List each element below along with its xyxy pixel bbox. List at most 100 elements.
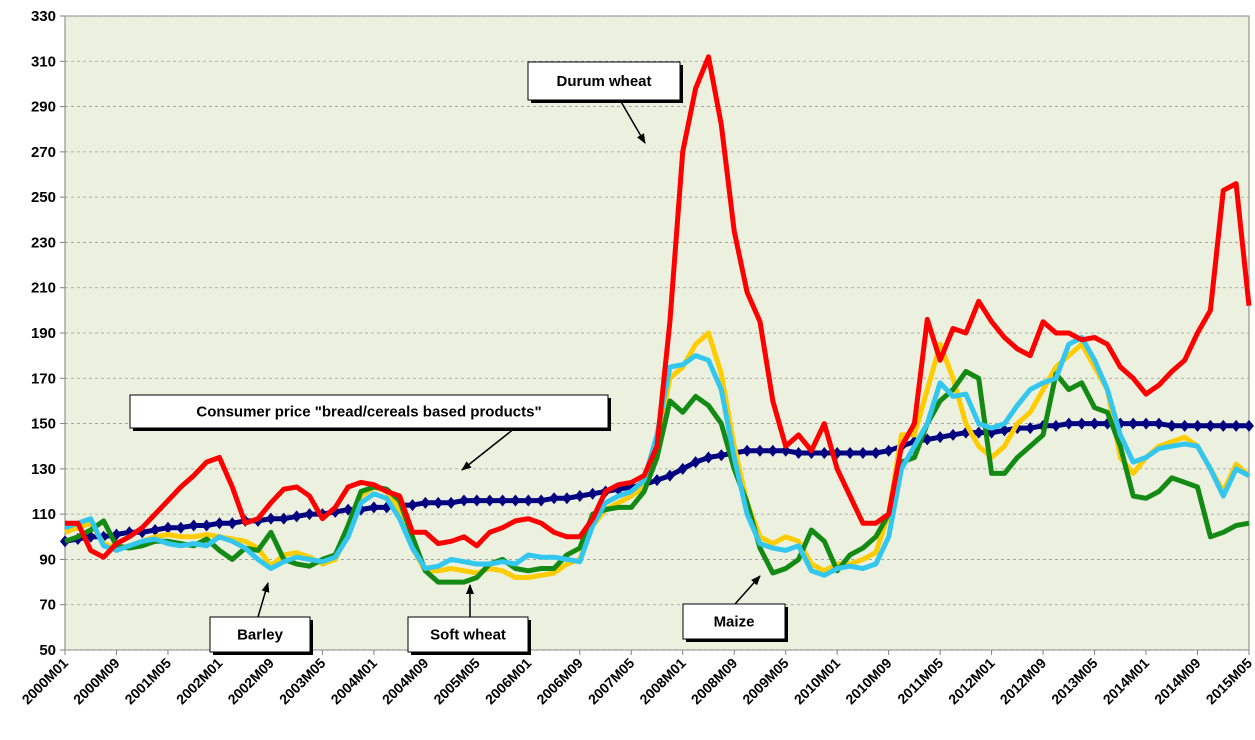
marker <box>420 496 431 509</box>
x-tick-label: 2002M09 <box>224 655 277 708</box>
marker <box>780 444 791 457</box>
marker <box>484 494 495 507</box>
annotation-box <box>407 616 529 653</box>
x-tick-label: 2011M05 <box>894 655 946 707</box>
marker <box>201 519 212 532</box>
marker <box>1076 417 1087 430</box>
marker <box>175 521 186 534</box>
y-tick-label: 210 <box>31 280 56 297</box>
annotation-text: Consumer price "bread/cereals based prod… <box>196 404 541 421</box>
marker <box>278 512 289 525</box>
marker <box>549 492 560 505</box>
marker <box>703 451 714 464</box>
series-line <box>64 369 1250 585</box>
y-tick-label: 250 <box>31 189 56 206</box>
y-tick-label: 190 <box>31 325 56 342</box>
marker <box>1050 419 1061 432</box>
marker <box>304 508 315 521</box>
marker <box>291 510 302 523</box>
y-tick-label: 230 <box>31 234 56 251</box>
marker <box>767 444 778 457</box>
x-tick-label: 2013M05 <box>1048 655 1101 708</box>
y-tick-label: 290 <box>31 99 56 116</box>
marker <box>1231 419 1242 432</box>
y-tick-label: 70 <box>39 597 56 614</box>
x-tick-label: 2006M09 <box>533 655 586 708</box>
series <box>65 54 1252 560</box>
marker <box>587 487 598 500</box>
y-tick-label: 330 <box>31 8 56 25</box>
y-tick-label: 150 <box>31 416 56 433</box>
x-tick-label: 2012M01 <box>945 655 998 708</box>
marker <box>214 517 225 530</box>
marker <box>1128 417 1139 430</box>
marker <box>510 494 521 507</box>
marker <box>561 492 572 505</box>
marker <box>754 444 765 457</box>
marker <box>1244 419 1254 432</box>
marker <box>793 447 804 460</box>
marker <box>845 447 856 460</box>
marker <box>407 499 418 512</box>
annotation-box <box>527 61 681 101</box>
marker <box>188 519 199 532</box>
marker <box>742 444 753 457</box>
marker <box>433 496 444 509</box>
marker <box>819 447 830 460</box>
marker <box>265 512 276 525</box>
marker <box>870 447 881 460</box>
x-tick-label: 2009M05 <box>739 655 792 708</box>
x-tick-label: 2005M05 <box>430 655 483 708</box>
x-tick-label: 2015M05 <box>1203 655 1255 708</box>
x-tick-label: 2004M01 <box>327 655 380 708</box>
annotation-arrow <box>734 575 761 605</box>
marker <box>1218 419 1229 432</box>
annotation-text: Durum wheat <box>556 73 651 90</box>
x-tick-label: 2003M05 <box>276 655 329 708</box>
marker <box>536 494 547 507</box>
marker <box>1141 417 1152 430</box>
annotation-arrow <box>461 427 516 471</box>
marker <box>574 490 585 503</box>
annotation-box <box>209 616 311 653</box>
annotation-text: Soft wheat <box>430 627 506 644</box>
annotation-text: Barley <box>237 627 284 644</box>
marker <box>999 424 1010 437</box>
x-tick-label: 2014M01 <box>1100 655 1153 708</box>
marker <box>458 494 469 507</box>
marker <box>1205 419 1216 432</box>
marker <box>677 462 688 475</box>
annotation-box <box>129 394 609 429</box>
annotation-text: Maize <box>714 614 755 631</box>
marker <box>1166 419 1177 432</box>
marker <box>162 521 173 534</box>
x-tick-label: 2006M01 <box>482 655 535 708</box>
y-tick-label: 270 <box>31 144 56 161</box>
x-tick-label: 2004M09 <box>379 655 432 708</box>
series <box>64 369 1250 585</box>
series-line <box>65 54 1252 560</box>
y-tick-label: 90 <box>39 551 56 568</box>
marker <box>368 501 379 514</box>
x-tick-label: 2001M05 <box>121 655 174 708</box>
annotation-arrow <box>619 99 646 144</box>
x-tick-label: 2000M09 <box>70 655 123 708</box>
marker <box>1025 422 1036 435</box>
x-tick-label: 2002M01 <box>173 655 226 708</box>
marker <box>523 494 534 507</box>
annotation-arrow <box>257 582 270 618</box>
x-tick-label: 2008M01 <box>636 655 689 708</box>
marker <box>652 474 662 487</box>
y-tick-label: 130 <box>31 461 56 478</box>
marker <box>1153 417 1164 430</box>
y-tick-label: 110 <box>32 506 56 523</box>
marker <box>1179 419 1190 432</box>
marker <box>497 494 508 507</box>
x-tick-label: 2008M09 <box>688 655 741 708</box>
marker <box>446 496 457 509</box>
marker <box>883 444 894 457</box>
marker <box>935 431 946 444</box>
marker <box>690 456 701 469</box>
marker <box>1063 417 1074 430</box>
